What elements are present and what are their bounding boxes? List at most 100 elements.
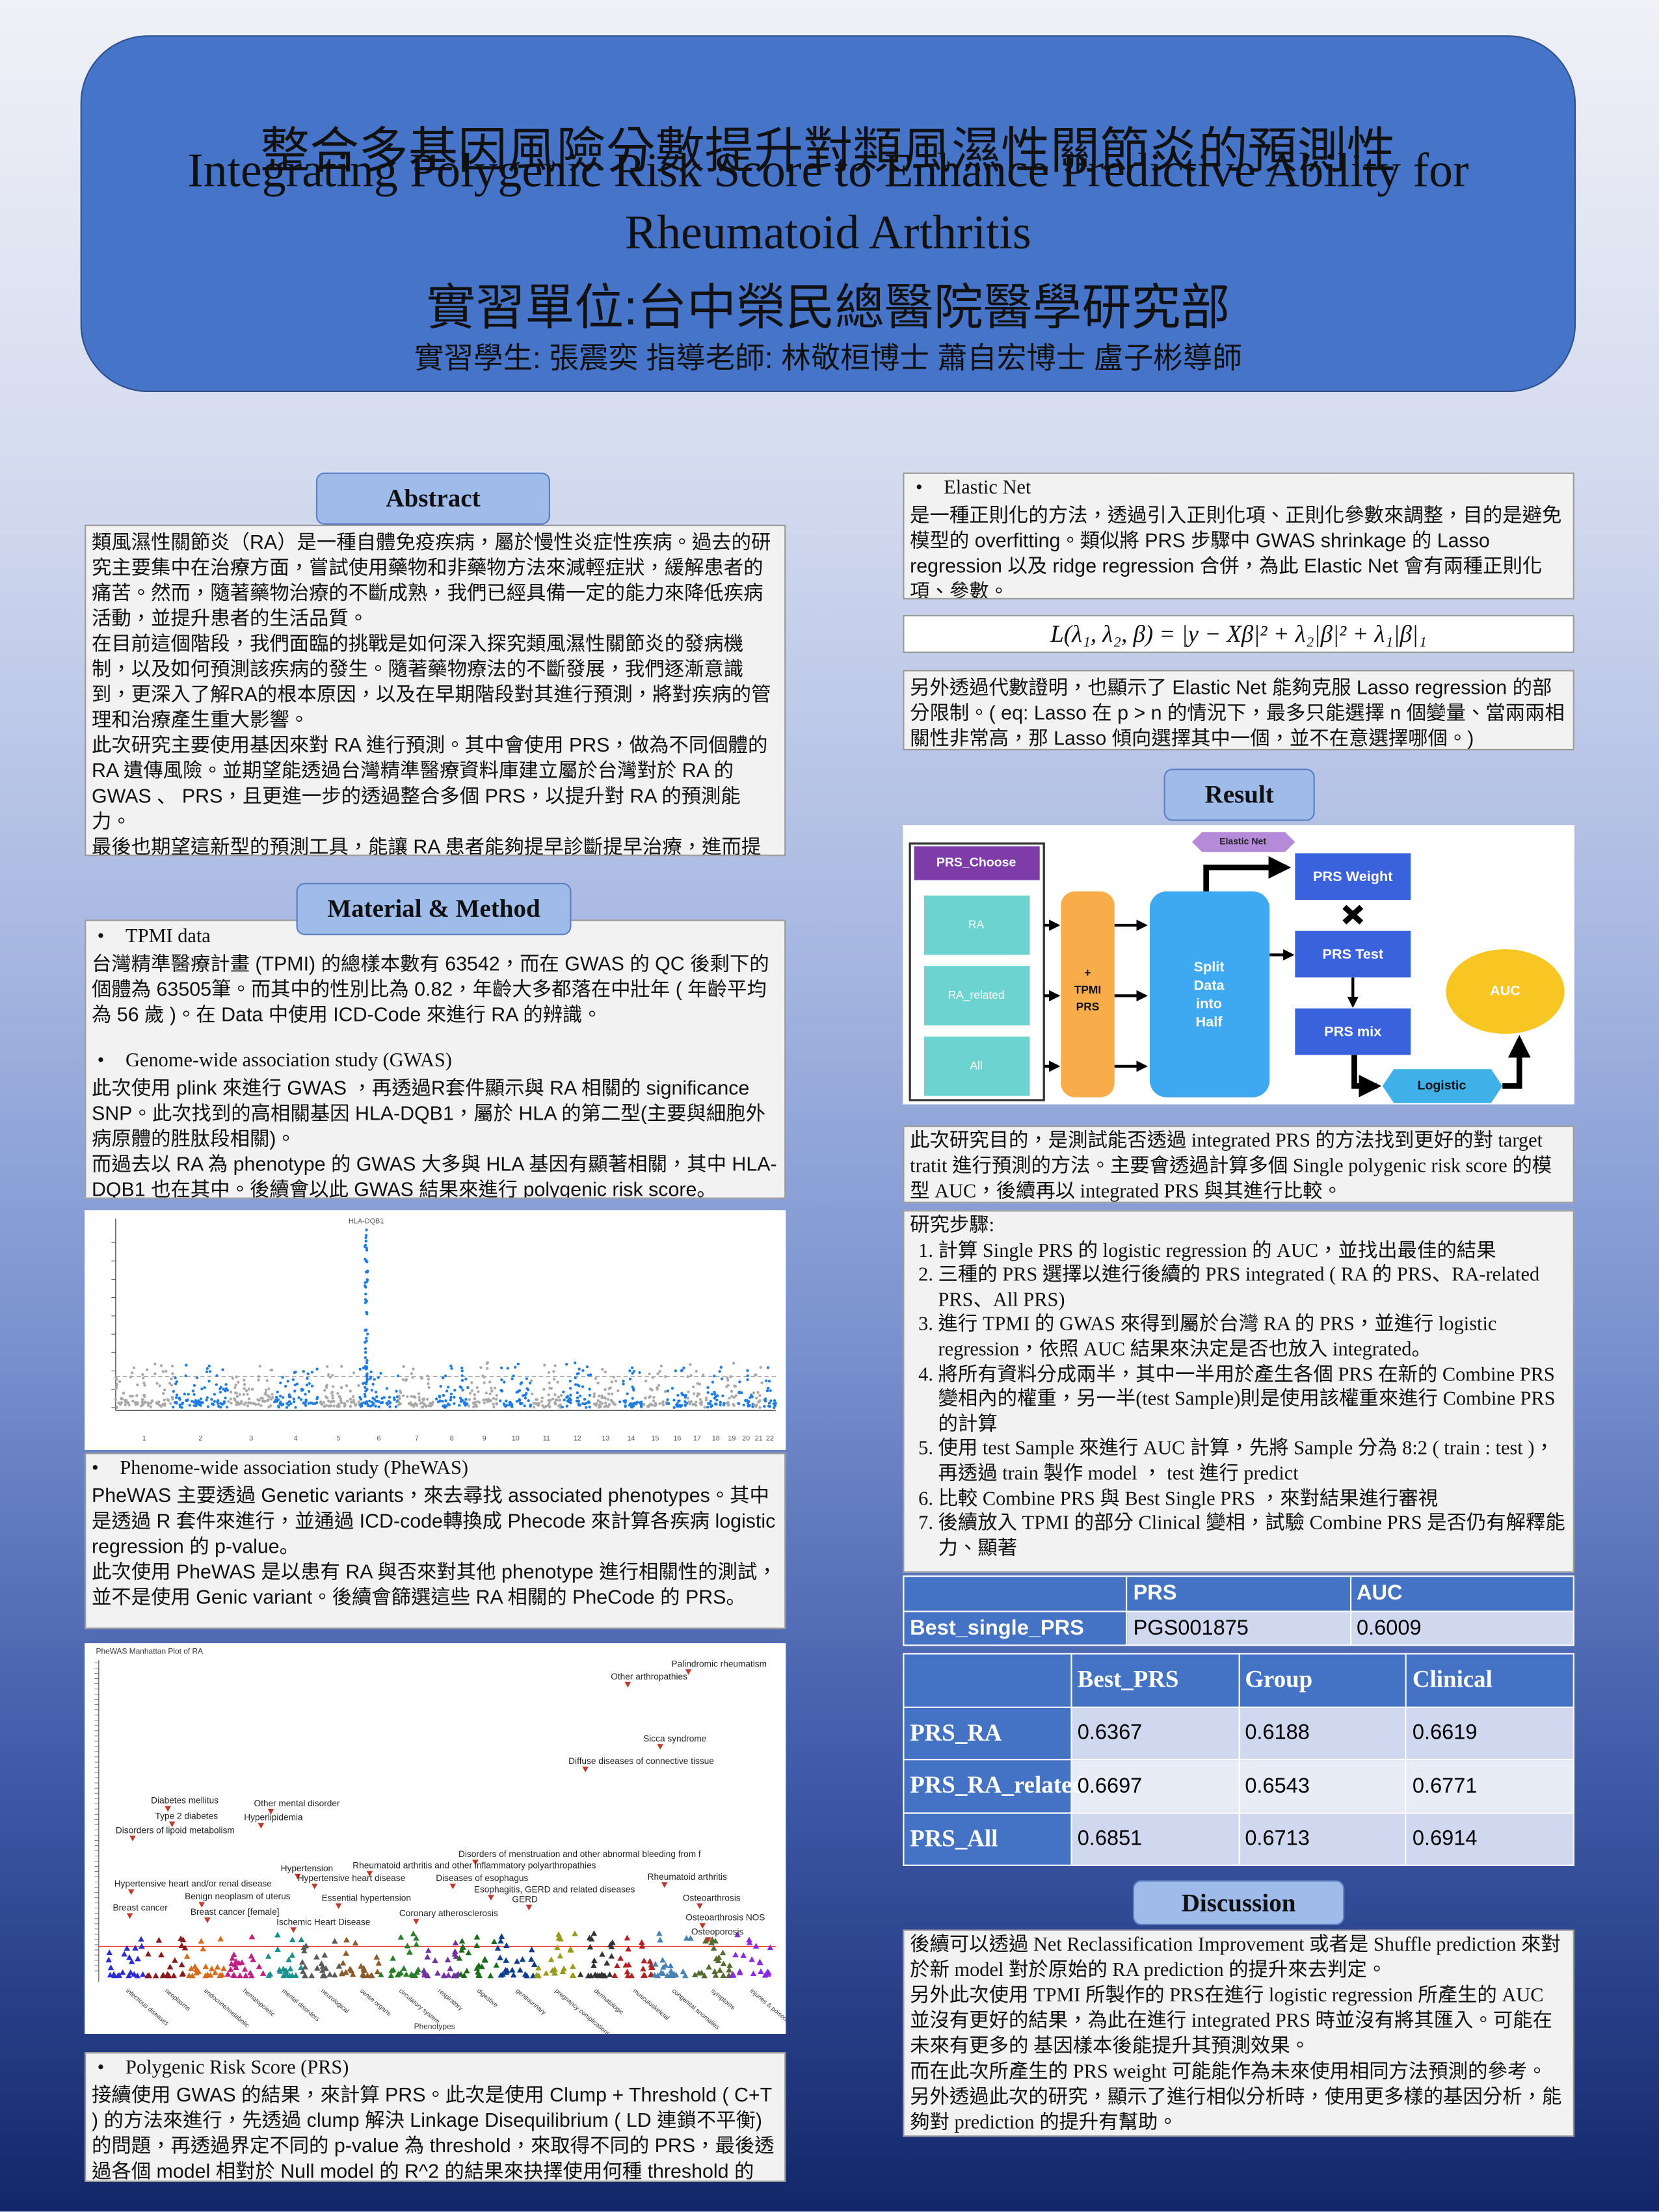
phenotype-marker [300, 1947, 308, 1954]
annotation: Hypertensive heart disease [298, 1873, 405, 1883]
phenotype-marker [241, 1966, 248, 1972]
snp-dot [678, 1399, 681, 1402]
snp-dot [446, 1386, 450, 1389]
snp-dot [315, 1401, 319, 1404]
snp-dot [366, 1404, 370, 1408]
snp-dot [765, 1379, 768, 1382]
phenotype-marker [335, 1903, 342, 1910]
snp-dot [696, 1382, 699, 1385]
node [923, 895, 1030, 955]
phenotype-marker [691, 1971, 698, 1978]
snp-dot [235, 1375, 238, 1378]
snp-dot [607, 1402, 611, 1406]
snp-dot [127, 1403, 131, 1406]
snp-dot [755, 1396, 758, 1400]
phenotype-marker [588, 1936, 595, 1942]
phenotype-marker [248, 1972, 255, 1979]
snp-dot [414, 1402, 417, 1405]
snp-dot [325, 1365, 329, 1368]
snp-dot [249, 1401, 252, 1405]
snp-dot [258, 1365, 262, 1368]
category-label: sense organs [358, 1988, 392, 2018]
snp-dot [136, 1401, 139, 1404]
snp-dot [410, 1403, 414, 1406]
snp-dot [464, 1377, 468, 1381]
snp-dot [151, 1399, 154, 1403]
snp-dot [672, 1399, 676, 1402]
snp-dot [680, 1369, 684, 1372]
snp-dot [492, 1405, 496, 1409]
phenotype-marker [208, 1965, 215, 1971]
phenotype-marker [388, 1972, 395, 1979]
paragraph: 在目前這個階段，我們面臨的挑戰是如何深入探究類風濕性關節炎的發病機制，以及如何預… [91, 631, 771, 731]
snp-dot [243, 1383, 246, 1386]
phenotype-marker [509, 1966, 516, 1973]
snp-dot [269, 1404, 272, 1408]
snp-dot [374, 1390, 378, 1394]
phenotype-marker [659, 1970, 667, 1976]
phenotype-marker [465, 1949, 472, 1956]
snp-dot [135, 1394, 139, 1397]
snp-dot [453, 1388, 457, 1392]
snp-dot [704, 1399, 708, 1402]
snp-dot [385, 1387, 389, 1390]
phenotype-marker [548, 1956, 555, 1962]
snp-dot [153, 1372, 157, 1376]
phenotype-marker [233, 1964, 239, 1971]
snp-dot [525, 1377, 529, 1380]
snp-dot [687, 1400, 691, 1404]
snp-dot [485, 1362, 488, 1365]
phenotype-marker [641, 1957, 648, 1964]
phenotype-marker [625, 1945, 631, 1952]
snp-dot [224, 1396, 227, 1400]
phenotype-marker [702, 1938, 709, 1944]
phenotype-marker [172, 1957, 178, 1963]
snp-dot [322, 1401, 326, 1404]
snp-dot [638, 1371, 641, 1375]
annotation: Diffuse diseases of connective tissue [568, 1756, 714, 1766]
group-frame [909, 842, 1045, 1101]
snp-dot [231, 1376, 235, 1380]
snp-dot [574, 1376, 577, 1380]
snp-dot [331, 1397, 334, 1400]
snp-dot [610, 1392, 614, 1396]
snp-dot [250, 1388, 254, 1391]
snp-dot [477, 1390, 480, 1393]
chromosome-label: 14 [627, 1434, 635, 1442]
snp-dot [371, 1382, 375, 1386]
steps-list: 計算 Single PRS 的 logistic regression 的 AU… [910, 1239, 1567, 1562]
phenotype-marker [711, 1968, 718, 1974]
snp-dot [444, 1399, 447, 1402]
phenotype-marker [475, 1969, 481, 1975]
snp-dot [766, 1366, 770, 1369]
snp-dot [533, 1402, 537, 1405]
snp-dot [681, 1393, 684, 1397]
phenotype-marker [600, 1972, 607, 1979]
snp-dot [752, 1403, 756, 1406]
snp-dot [146, 1401, 150, 1404]
snp-dot [629, 1402, 632, 1406]
snp-dot [118, 1380, 122, 1383]
phenotype-marker [369, 1972, 375, 1978]
snp-dot [304, 1398, 308, 1402]
category-label: genitourinary [514, 1988, 547, 2017]
phenotype-marker [135, 1955, 141, 1962]
snp-dot [418, 1399, 421, 1402]
snp-dot [364, 1257, 367, 1261]
phenotype-marker [395, 1970, 403, 1977]
steps-box: 研究步驟: 計算 Single PRS 的 logistic regressio… [903, 1210, 1574, 1573]
snp-dot [339, 1386, 343, 1389]
snp-dot [473, 1393, 476, 1397]
snp-dot [511, 1377, 514, 1380]
snp-dot [693, 1402, 697, 1406]
phenotype-marker [764, 1968, 771, 1975]
row-header: PRS_RA_related [903, 1759, 1085, 1813]
phenotype-marker [131, 1971, 138, 1977]
phenotype-marker [410, 1930, 417, 1936]
snp-dot [468, 1398, 471, 1401]
table: PRS AUC Best_single_PRS PGS001875 0.6009 [903, 1575, 1574, 1646]
snp-dot [740, 1391, 743, 1395]
snp-dot [577, 1402, 580, 1406]
snp-dot [490, 1386, 493, 1390]
snp-dot [441, 1399, 444, 1403]
